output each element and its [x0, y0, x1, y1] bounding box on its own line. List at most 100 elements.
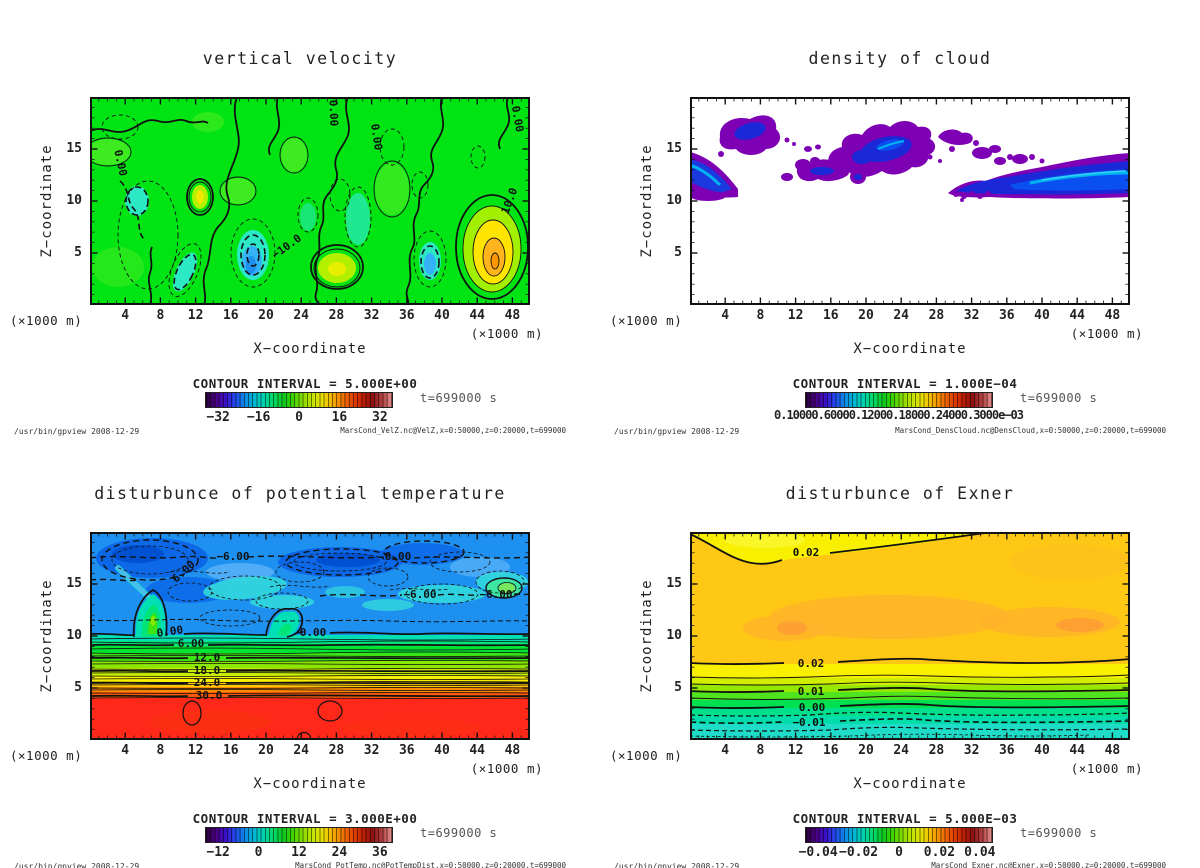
- contour-label: 30.0: [196, 689, 223, 702]
- contour-fills: [690, 532, 1130, 740]
- pottemp-plot-canvas: −6.006.000.00−6.00 −6.000.00 0.006.0012.01…: [90, 532, 530, 740]
- plot-area: [690, 97, 1130, 305]
- panel-vertical-velocity: vertical velocity Z−coordinate: [0, 0, 600, 436]
- source-path: MarsCond_DensCloud.nc@DensCloud,x=0:5000…: [895, 426, 1166, 435]
- x-tick-label: 36: [998, 743, 1015, 758]
- x-tick-label: 40: [1034, 743, 1050, 758]
- contour-interval-caption: CONTOUR INTERVAL = 1.000E−04: [792, 376, 1018, 391]
- plot-title: density of cloud: [808, 49, 992, 68]
- y-tick-label: 10: [666, 193, 682, 208]
- y-tick-label: 15: [666, 576, 682, 591]
- exner-plot-canvas: 0.02 0.02 0.01 0.00 −0.01: [690, 532, 1130, 740]
- cloud-plot-canvas: [690, 97, 1130, 305]
- x-tick-label: 24: [893, 743, 910, 758]
- x-axis-label: X−coordinate: [853, 341, 967, 357]
- colorbar-tick-label: 0.04: [964, 845, 996, 860]
- x-tick-label: 16: [222, 743, 239, 758]
- x-tick-label: 12: [787, 308, 804, 323]
- x-tick-label: 20: [258, 743, 274, 758]
- x-tick-label: 44: [1069, 308, 1086, 323]
- x-tick-label: 28: [928, 308, 945, 323]
- x-tick-label: 44: [1069, 743, 1086, 758]
- time-label: t=699000 s: [420, 391, 498, 405]
- x-tick-label: 8: [756, 308, 765, 323]
- contour-interval-caption: CONTOUR INTERVAL = 5.000E+00: [192, 376, 418, 391]
- x-unit-left: (×1000 m): [10, 748, 83, 763]
- colorbar-tick-label: −32: [206, 410, 230, 425]
- colorbar-tick-label: 32: [372, 410, 388, 425]
- x-unit-right: (×1000 m): [470, 761, 543, 776]
- x-tick-label: 40: [434, 743, 450, 758]
- x-tick-label: 12: [787, 743, 804, 758]
- plot-area: 0.02 0.02 0.01 0.00 −0.01: [690, 532, 1130, 740]
- x-tick-label: 8: [756, 743, 765, 758]
- plot-title: disturbunce of potential temperature: [94, 484, 506, 503]
- x-tick-label: 16: [822, 743, 839, 758]
- plot-area: 0.00 0.00 0.00 0.00 10.0 −10.0: [90, 97, 530, 305]
- x-unit-right: (×1000 m): [470, 326, 543, 341]
- y-tick-label: 15: [66, 141, 82, 156]
- source-path: MarsCond_PotTemp.nc@PotTempDist,x=0:5000…: [295, 861, 566, 868]
- contour-fills: [90, 97, 530, 305]
- colorbar-tick-label: 24: [331, 845, 348, 860]
- y-tick-label: 15: [666, 141, 682, 156]
- time-label: t=699000 s: [420, 826, 498, 840]
- contour-lines: [90, 539, 530, 740]
- panel-exner: disturbunce of Exner Z−coordinate: [600, 435, 1200, 868]
- source-path: MarsCond_VelZ.nc@VelZ,x=0:50000,z=0:2000…: [340, 426, 566, 435]
- x-tick-label: 8: [156, 308, 165, 323]
- gpview-footer: /usr/bin/gpview 2008-12-29: [614, 427, 740, 436]
- x-tick-label: 20: [258, 308, 274, 323]
- y-tick-label: 10: [66, 628, 82, 643]
- x-tick-label: 24: [893, 308, 910, 323]
- contour-interval-caption: CONTOUR INTERVAL = 3.000E+00: [192, 811, 418, 826]
- colorbar: [805, 827, 993, 843]
- x-tick-label: 16: [822, 308, 839, 323]
- plot-title: disturbunce of Exner: [785, 484, 1015, 503]
- x-tick-label: 44: [469, 308, 486, 323]
- plot-title: vertical velocity: [202, 49, 398, 68]
- contour-labels: 0.02 0.02 0.01 0.00 −0.01: [792, 546, 825, 729]
- contour-label: 0.00: [300, 626, 327, 639]
- contour-label: 0.00: [509, 105, 526, 133]
- time-label: t=699000 s: [1020, 826, 1098, 840]
- contour-fills: [690, 97, 1130, 305]
- colorbar-tick-label: 0: [895, 845, 903, 860]
- gpview-footer: /usr/bin/gpview 2008-12-29: [14, 427, 140, 436]
- x-tick-label: 32: [363, 743, 380, 758]
- y-tick-label: 10: [66, 193, 82, 208]
- x-tick-label: 12: [187, 743, 204, 758]
- contour-label: 18.0: [194, 664, 221, 677]
- x-tick-label: 48: [1104, 308, 1121, 323]
- colorbar-tick-label: 12: [291, 845, 307, 860]
- contour-labels: −6.006.000.00−6.00 −6.000.00 0.006.0012.01…: [156, 550, 513, 702]
- y-tick-label: 5: [674, 245, 682, 260]
- y-tick-label: 10: [666, 628, 682, 643]
- source-path: MarsCond_Exner.nc@Exner,x=0:50000,z=0:20…: [931, 861, 1166, 868]
- colorbar: [805, 392, 993, 408]
- colorbar-overlapped-labels: 0.10000.60000.12000.18000.24000.3000e−03: [774, 408, 1024, 422]
- x-tick-label: 8: [156, 743, 165, 758]
- tick-marks: [691, 533, 1129, 739]
- y-tick-label: 5: [74, 245, 82, 260]
- x-tick-label: 36: [998, 308, 1015, 323]
- contour-label: 12.0: [194, 651, 221, 664]
- x-unit-left: (×1000 m): [610, 313, 683, 328]
- x-unit-right: (×1000 m): [1070, 761, 1143, 776]
- x-tick-label: 20: [858, 743, 874, 758]
- x-tick-label: 20: [858, 308, 874, 323]
- contour-label: −6.00: [479, 588, 512, 601]
- gpview-footer: /usr/bin/gpview 2008-12-29: [14, 862, 140, 868]
- x-tick-label: 48: [504, 308, 521, 323]
- time-label: t=699000 s: [1020, 391, 1098, 405]
- x-tick-label: 36: [398, 308, 415, 323]
- y-tick-label: 5: [74, 680, 82, 695]
- x-tick-label: 48: [504, 743, 521, 758]
- x-axis-label: X−coordinate: [253, 776, 367, 792]
- contour-interval-caption: CONTOUR INTERVAL = 5.000E−03: [792, 811, 1018, 826]
- contour-label: 24.0: [194, 676, 221, 689]
- x-tick-label: 36: [398, 743, 415, 758]
- x-tick-label: 32: [963, 308, 980, 323]
- x-tick-label: 16: [222, 308, 239, 323]
